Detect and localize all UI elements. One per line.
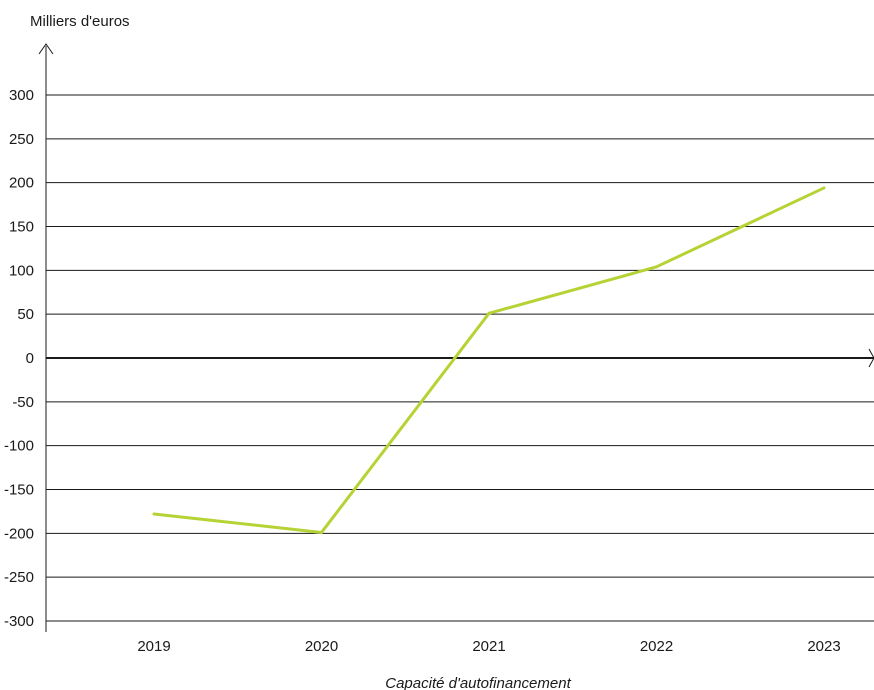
x-tick-labels: 2019 2020 2021 2022 2023 — [137, 638, 840, 655]
x-tick-label: 2023 — [807, 638, 840, 655]
y-tick-label: -150 — [4, 482, 34, 499]
y-tick-label: 0 — [26, 350, 34, 367]
y-tick-label: -300 — [4, 613, 34, 630]
data-point — [488, 312, 491, 315]
y-tick-label: 50 — [17, 306, 34, 323]
gridlines — [46, 95, 874, 621]
x-tick-label: 2020 — [305, 638, 338, 655]
y-tick-label: 300 — [9, 87, 34, 104]
data-point — [823, 186, 826, 189]
data-point — [153, 513, 156, 516]
x-tick-label: 2022 — [640, 638, 673, 655]
data-point — [320, 531, 323, 534]
y-tick-label: -200 — [4, 525, 34, 542]
y-tick-label: 100 — [9, 262, 34, 279]
axes: Milliers d'euros — [30, 13, 874, 632]
y-tick-label: -250 — [4, 569, 34, 586]
y-tick-label: 150 — [9, 219, 34, 236]
data-point — [655, 265, 658, 268]
series — [153, 186, 826, 534]
y-tick-label: 200 — [9, 175, 34, 192]
y-tick-label: 250 — [9, 131, 34, 148]
legend: Capacité d'autofinancement — [385, 675, 571, 690]
legend-series-label: Capacité d'autofinancement — [385, 675, 571, 690]
x-tick-label: 2021 — [472, 638, 505, 655]
y-tick-label: -100 — [4, 438, 34, 455]
series-line — [154, 188, 824, 533]
y-axis-unit-label: Milliers d'euros — [30, 13, 130, 30]
y-tick-labels: 300 250 200 150 100 50 0 -50 -100 -150 -200 -250 -30… — [4, 87, 34, 630]
x-tick-label: 2019 — [137, 638, 170, 655]
y-tick-label: -50 — [12, 394, 34, 411]
